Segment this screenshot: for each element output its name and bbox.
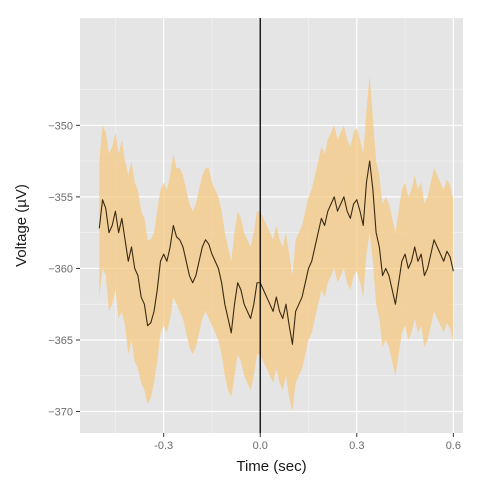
x-axis-ticks: -0.3 0.0 0.3 0.6: [154, 433, 461, 452]
x-tick-label: 0.3: [349, 440, 364, 452]
y-axis-ticks: −350 −355 −360 −365 −370: [48, 120, 80, 419]
mean-voltage-line: [98, 160, 454, 345]
y-tick-label: −370: [48, 407, 73, 419]
x-tick-label: 0.6: [446, 440, 461, 452]
y-tick-label: −360: [48, 263, 73, 275]
confidence-ribbon: [99, 75, 454, 412]
x-tick-label: -0.3: [154, 440, 173, 452]
y-tick-label: −355: [48, 192, 73, 204]
y-tick-label: −350: [48, 120, 73, 132]
x-tick-label: 0.0: [253, 440, 268, 452]
x-axis-title: Time (sec): [236, 458, 306, 475]
y-axis-title: Voltage (µV): [13, 184, 30, 267]
y-tick-label: −365: [48, 335, 73, 347]
